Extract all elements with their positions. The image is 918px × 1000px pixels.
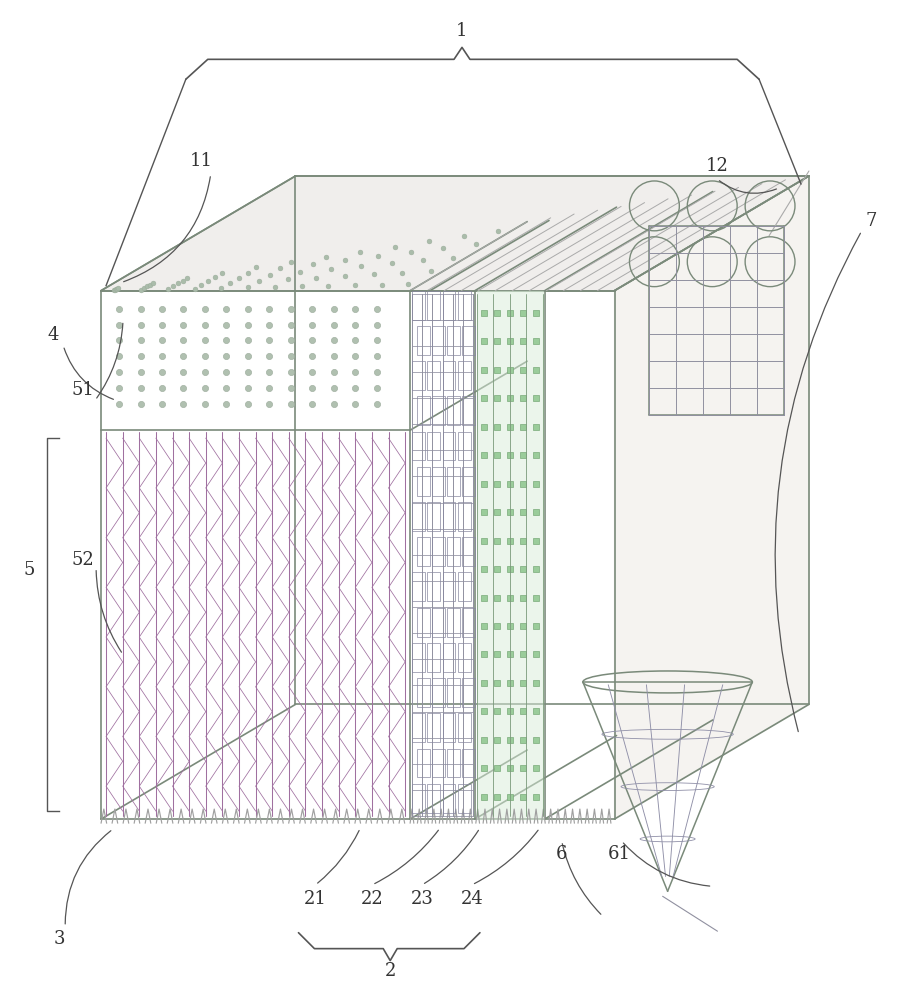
- Bar: [463, 467, 476, 496]
- Bar: [431, 396, 445, 425]
- Bar: [431, 749, 445, 777]
- Bar: [458, 784, 471, 813]
- Bar: [447, 537, 460, 566]
- Text: 12: 12: [706, 157, 729, 175]
- Bar: [417, 396, 430, 425]
- Text: 4: 4: [48, 326, 59, 344]
- Bar: [428, 713, 441, 742]
- Bar: [463, 396, 476, 425]
- Text: 51: 51: [72, 381, 95, 399]
- Bar: [447, 467, 460, 496]
- Text: 21: 21: [304, 890, 327, 908]
- Bar: [458, 713, 471, 742]
- Bar: [428, 502, 441, 531]
- Bar: [417, 326, 430, 355]
- Bar: [458, 572, 471, 601]
- Bar: [442, 713, 455, 742]
- Bar: [417, 678, 430, 707]
- Bar: [428, 643, 441, 672]
- Bar: [447, 608, 460, 637]
- Bar: [428, 572, 441, 601]
- Bar: [412, 291, 425, 320]
- Bar: [412, 432, 425, 460]
- Text: 3: 3: [53, 930, 65, 948]
- Bar: [428, 432, 441, 460]
- Text: 5: 5: [24, 561, 35, 579]
- Bar: [442, 291, 455, 320]
- Text: 61: 61: [608, 845, 631, 863]
- Text: 2: 2: [385, 962, 396, 980]
- Bar: [463, 537, 476, 566]
- Bar: [463, 749, 476, 777]
- Bar: [458, 643, 471, 672]
- Bar: [463, 326, 476, 355]
- Text: 11: 11: [189, 152, 212, 170]
- Text: 24: 24: [461, 890, 484, 908]
- Text: 7: 7: [865, 212, 877, 230]
- Bar: [442, 784, 455, 813]
- Bar: [417, 537, 430, 566]
- Bar: [442, 502, 455, 531]
- Text: 23: 23: [410, 890, 433, 908]
- Bar: [431, 537, 445, 566]
- Bar: [428, 291, 441, 320]
- Bar: [417, 608, 430, 637]
- Bar: [412, 784, 425, 813]
- Bar: [447, 678, 460, 707]
- Polygon shape: [101, 176, 809, 291]
- Bar: [463, 678, 476, 707]
- Bar: [412, 502, 425, 531]
- Bar: [463, 608, 476, 637]
- Bar: [447, 396, 460, 425]
- Bar: [458, 502, 471, 531]
- Bar: [442, 361, 455, 390]
- Text: 52: 52: [72, 551, 95, 569]
- Polygon shape: [614, 176, 809, 819]
- Bar: [458, 361, 471, 390]
- Bar: [428, 361, 441, 390]
- Text: 6: 6: [556, 845, 567, 863]
- Bar: [417, 467, 430, 496]
- Bar: [431, 467, 445, 496]
- Bar: [412, 713, 425, 742]
- Text: 1: 1: [456, 22, 468, 40]
- Bar: [412, 643, 425, 672]
- Polygon shape: [477, 291, 543, 819]
- Bar: [431, 678, 445, 707]
- Bar: [431, 608, 445, 637]
- Bar: [447, 326, 460, 355]
- Bar: [458, 291, 471, 320]
- Bar: [447, 749, 460, 777]
- Bar: [442, 643, 455, 672]
- Bar: [442, 572, 455, 601]
- Text: 22: 22: [361, 890, 384, 908]
- Bar: [442, 432, 455, 460]
- Bar: [428, 784, 441, 813]
- Bar: [431, 326, 445, 355]
- Bar: [417, 749, 430, 777]
- Bar: [412, 361, 425, 390]
- Bar: [412, 572, 425, 601]
- Bar: [458, 432, 471, 460]
